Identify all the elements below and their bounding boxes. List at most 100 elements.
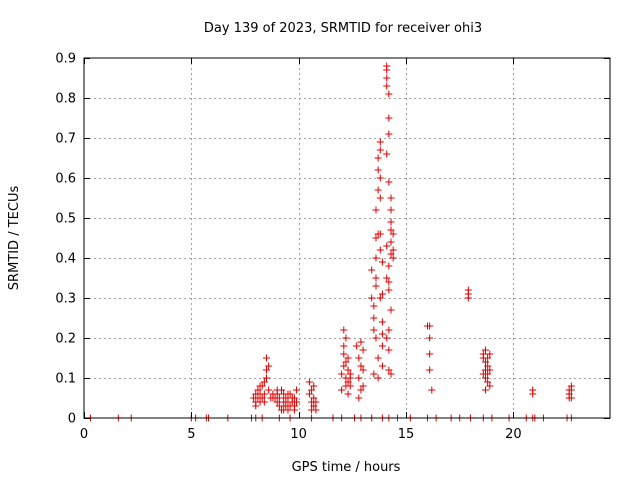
data-point xyxy=(376,294,384,302)
data-point xyxy=(280,406,288,414)
data-point xyxy=(376,194,384,202)
y-tick-label: 0 xyxy=(68,412,76,427)
data-point xyxy=(372,282,380,290)
data-point xyxy=(340,342,348,350)
data-point xyxy=(383,274,391,282)
data-point xyxy=(353,342,361,350)
data-point xyxy=(284,390,292,398)
data-point xyxy=(344,366,352,374)
data-point xyxy=(389,254,397,262)
data-point xyxy=(370,302,378,310)
data-point xyxy=(256,382,264,390)
data-point xyxy=(252,402,260,410)
data-point xyxy=(372,274,380,282)
data-point xyxy=(387,306,395,314)
data-point xyxy=(290,406,298,414)
data-point xyxy=(310,382,318,390)
data-point xyxy=(368,294,376,302)
data-point xyxy=(376,138,384,146)
data-point xyxy=(357,362,365,370)
data-point xyxy=(372,206,380,214)
data-point xyxy=(378,330,386,338)
data-point xyxy=(355,354,363,362)
data-point xyxy=(355,394,363,402)
data-point xyxy=(312,398,320,406)
data-point xyxy=(275,394,283,402)
data-point xyxy=(385,130,393,138)
y-tick-label: 0.3 xyxy=(55,292,76,307)
y-tick-label: 0.4 xyxy=(55,252,76,267)
data-point xyxy=(310,394,318,402)
data-point xyxy=(258,394,266,402)
data-point xyxy=(426,350,434,358)
data-point xyxy=(383,334,391,342)
data-point xyxy=(370,370,378,378)
data-point xyxy=(387,218,395,226)
data-point xyxy=(479,370,487,378)
data-point xyxy=(370,314,378,322)
data-point xyxy=(269,394,277,402)
data-point xyxy=(376,230,384,238)
data-point xyxy=(387,226,395,234)
data-point xyxy=(260,378,268,386)
data-point xyxy=(374,354,382,362)
data-point xyxy=(389,246,397,254)
data-point xyxy=(340,350,348,358)
data-point xyxy=(383,150,391,158)
data-point xyxy=(486,350,494,358)
data-point xyxy=(385,326,393,334)
data-point xyxy=(385,346,393,354)
data-point xyxy=(254,386,262,394)
data-point xyxy=(262,366,270,374)
data-point xyxy=(342,334,350,342)
data-point xyxy=(383,74,391,82)
x-tick-label: 10 xyxy=(290,427,307,442)
data-point xyxy=(464,286,472,294)
data-point xyxy=(376,174,384,182)
x-axis-label: GPS time / hours xyxy=(292,460,401,475)
data-point xyxy=(355,374,363,382)
data-point xyxy=(338,370,346,378)
chart-title: Day 139 of 2023, SRMTID for receiver ohi… xyxy=(204,21,482,36)
grid-lines xyxy=(84,58,610,418)
data-point xyxy=(484,354,492,362)
data-point xyxy=(464,294,472,302)
axis-ticks: 0 0.1 0.2 0.3 0.4 0.5 0.6 0.7 0.8 0.9 0 5 10 15 20 xyxy=(55,52,610,442)
data-point xyxy=(273,386,281,394)
data-point xyxy=(344,354,352,362)
data-point xyxy=(385,114,393,122)
data-point xyxy=(385,278,393,286)
data-point xyxy=(378,258,386,266)
data-point xyxy=(385,286,393,294)
data-point xyxy=(342,358,350,366)
data-point xyxy=(372,234,380,242)
x-tick-label: 5 xyxy=(187,427,195,442)
data-point xyxy=(383,242,391,250)
y-tick-label: 0.1 xyxy=(55,372,76,387)
data-point xyxy=(376,146,384,154)
y-axis-label: SRMTID / TECUs xyxy=(7,186,22,291)
data-point xyxy=(310,402,318,410)
data-point xyxy=(389,230,397,238)
data-point xyxy=(374,374,382,382)
data-point xyxy=(385,366,393,374)
data-point xyxy=(308,386,316,394)
data-point xyxy=(481,374,489,382)
data-point xyxy=(262,354,270,362)
data-point xyxy=(359,366,367,374)
data-point xyxy=(275,402,283,410)
data-point xyxy=(262,374,270,382)
data-point xyxy=(357,386,365,394)
x-tick-label: 0 xyxy=(80,427,88,442)
data-point xyxy=(273,398,281,406)
data-point xyxy=(481,346,489,354)
data-point xyxy=(378,342,386,350)
data-point xyxy=(370,326,378,334)
data-point xyxy=(378,290,386,298)
data-point xyxy=(340,326,348,334)
data-point xyxy=(426,366,434,374)
data-point xyxy=(340,362,348,370)
data-point xyxy=(260,390,268,398)
